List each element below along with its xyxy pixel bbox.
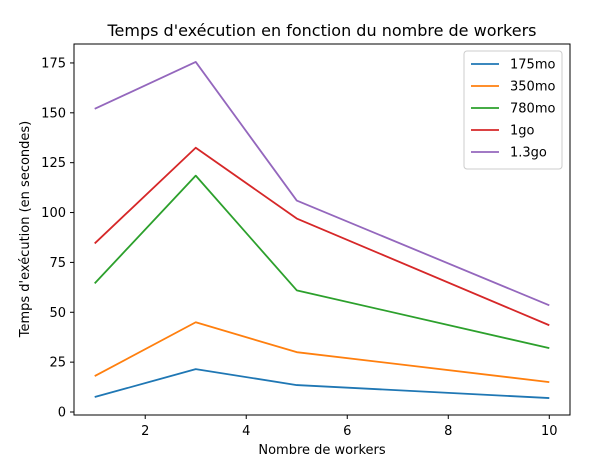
legend-label: 1.3go bbox=[510, 146, 547, 161]
x-tick-label: 6 bbox=[343, 424, 351, 439]
legend: 175mo 350mo 780mo 1go 1.3go bbox=[463, 50, 563, 170]
x-tick-label: 10 bbox=[541, 424, 558, 439]
y-tick-label: 125 bbox=[41, 156, 66, 171]
plot-frame bbox=[73, 43, 571, 416]
plot-lines bbox=[94, 61, 550, 399]
series-line-1.3go bbox=[94, 61, 550, 307]
legend-label: 780mo bbox=[510, 102, 555, 117]
x-tick-label: 8 bbox=[444, 424, 452, 439]
legend-label: 175mo bbox=[510, 58, 555, 73]
y-axis-label: Temps d'exécution (en secondes) bbox=[18, 121, 33, 339]
y-tick-label: 75 bbox=[49, 256, 66, 271]
x-axis-ticks: 2 4 6 8 10 bbox=[141, 415, 558, 439]
series-line-175mo bbox=[94, 368, 550, 399]
x-axis-label: Nombre de workers bbox=[258, 443, 386, 458]
legend-box bbox=[463, 50, 563, 170]
y-tick-label: 100 bbox=[41, 206, 66, 221]
x-tick-label: 2 bbox=[141, 424, 149, 439]
x-tick-label: 4 bbox=[242, 424, 250, 439]
chart-title: Temps d'exécution en fonction du nombre … bbox=[106, 21, 536, 40]
y-tick-label: 150 bbox=[41, 106, 66, 121]
y-tick-label: 25 bbox=[49, 356, 66, 371]
series-line-350mo bbox=[94, 321, 550, 383]
y-axis-ticks: 0 25 50 75 100 125 150 175 bbox=[41, 56, 74, 421]
legend-label: 1go bbox=[510, 124, 535, 139]
y-tick-label: 175 bbox=[41, 56, 66, 71]
y-tick-label: 0 bbox=[58, 406, 66, 421]
series-line-1go bbox=[94, 146, 550, 327]
y-tick-label: 50 bbox=[49, 306, 66, 321]
legend-label: 350mo bbox=[510, 80, 555, 95]
series-line-780mo bbox=[94, 174, 550, 350]
